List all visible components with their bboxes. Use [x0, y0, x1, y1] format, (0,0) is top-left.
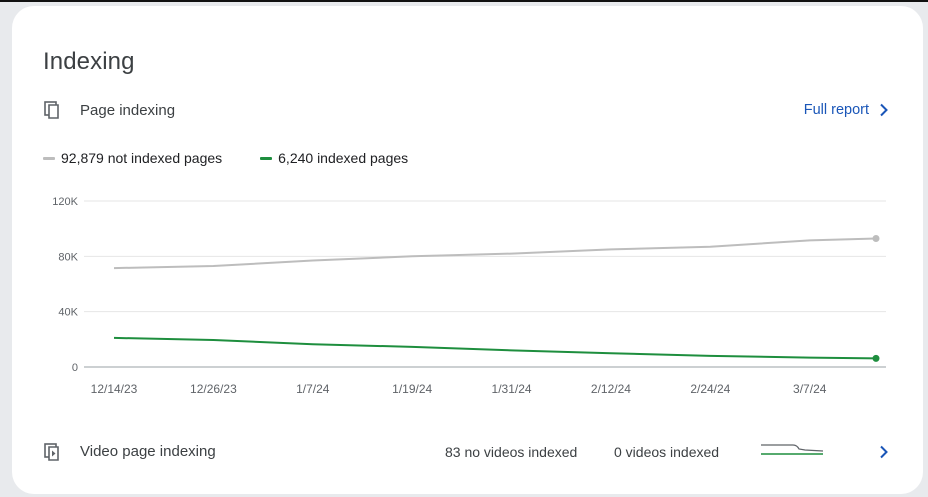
x-tick-label: 12/26/23: [190, 382, 237, 396]
chevron-right-icon[interactable]: [879, 445, 889, 459]
x-tick-label: 1/19/24: [392, 382, 432, 396]
window-top-border: [0, 0, 928, 2]
full-report-label: Full report: [803, 102, 869, 118]
series-endpoint-not-indexed: [872, 235, 880, 243]
video-page-indexing-label: Video page indexing: [80, 443, 216, 460]
legend-not-indexed[interactable]: 92,879 not indexed pages: [43, 150, 222, 166]
x-tick-label: 3/7/24: [793, 382, 827, 396]
y-tick-label: 0: [72, 362, 78, 374]
chevron-right-icon: [880, 103, 888, 117]
legend-indexed[interactable]: 6,240 indexed pages: [260, 150, 408, 166]
x-tick-label: 1/31/24: [492, 382, 532, 396]
video-file-icon: [44, 443, 59, 461]
document-copy-icon: [44, 101, 59, 119]
page-indexing-header: Page indexing Full report: [43, 100, 893, 122]
indexing-line-chart: 0 40K 80K 120K 12/14/23 12/26/23 1/7/24 1/19/24…: [52, 196, 886, 396]
full-report-link[interactable]: Full report: [804, 102, 889, 118]
x-tick-label: 12/14/23: [91, 382, 138, 396]
x-tick-label: 2/12/24: [591, 382, 631, 396]
no-videos-indexed-count: 83 no videos indexed: [445, 444, 578, 460]
legend-swatch-indexed: [260, 156, 273, 160]
x-tick-label: 1/7/24: [296, 382, 330, 396]
videos-indexed-count: 0 videos indexed: [614, 444, 720, 460]
series-line-indexed: [113, 336, 877, 360]
legend-not-indexed-label: 92,879 not indexed pages: [61, 150, 223, 166]
series-endpoint-indexed: [872, 354, 880, 362]
y-tick-label: 40K: [58, 307, 78, 319]
x-tick-label: 2/24/24: [690, 382, 730, 396]
legend-swatch-not-indexed: [43, 156, 55, 160]
card-title: Indexing: [43, 48, 135, 75]
video-sparkline: [761, 444, 824, 455]
video-page-indexing-row[interactable]: Video page indexing 83 no videos indexed…: [43, 440, 893, 464]
y-tick-label: 120K: [52, 196, 78, 208]
series-line-not-indexed: [113, 237, 877, 270]
legend-indexed-label: 6,240 indexed pages: [278, 150, 409, 166]
chart-legend: 92,879 not indexed pages 6,240 indexed p…: [43, 150, 408, 166]
indexing-card: Indexing Page indexing Full report 92,87…: [12, 6, 923, 494]
y-tick-label: 80K: [58, 251, 78, 263]
page-indexing-label: Page indexing: [80, 102, 176, 119]
